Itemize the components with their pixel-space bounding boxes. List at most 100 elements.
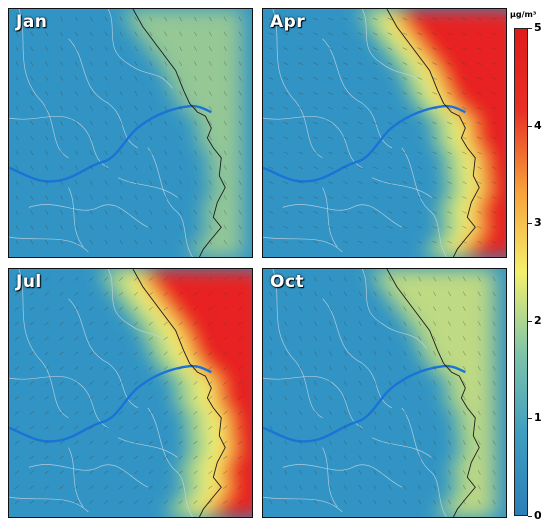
wind-arrow [492,291,496,297]
wind-arrow [223,76,227,81]
wind-arrow [283,181,289,184]
wind-arrow [418,276,422,282]
wind-arrow [194,150,197,156]
wind-arrow [119,61,123,66]
wind-arrow [418,365,422,371]
wind-arrow [74,366,79,370]
wind-arrow [119,16,123,22]
wind-arrow [59,470,64,475]
wind-arrow [402,92,408,95]
wind-arrow [149,135,153,141]
wind-arrow [193,455,198,460]
wind-arrow [268,136,274,140]
wind-arrow [476,136,482,140]
wind-arrow [104,440,109,445]
wind-arrow [89,180,93,185]
wind-arrow [462,380,466,386]
wind-arrow [14,425,19,430]
wind-arrow [193,306,198,311]
wind-arrow [432,151,437,155]
concentration-peak [398,9,506,257]
wind-arrow [284,440,288,445]
wind-arrow [193,396,198,400]
wind-arrow [15,210,19,215]
wind-arrow [89,292,94,296]
wind-arrow [15,195,19,200]
wind-arrow [387,62,393,65]
wind-arrow [387,225,393,229]
wind-arrow [14,306,19,311]
wind-arrow [343,440,347,445]
wind-arrow [223,500,228,504]
wind-arrow [133,440,139,445]
wind-arrow [417,225,423,229]
wind-arrow [208,306,213,311]
wind-arrow [418,484,422,490]
wind-arrow [14,485,19,490]
wind-arrow [388,499,392,505]
wind-arrow [238,425,243,430]
wind-arrow [223,180,227,185]
wind-arrow [476,47,482,50]
wind-arrow [223,366,228,370]
wind-arrow [447,32,452,36]
wind-arrow [477,365,481,371]
wind-arrow [119,135,123,141]
wind-arrow [89,321,94,326]
wind-arrow [268,47,274,50]
concentration-field [367,269,499,517]
wind-arrow [163,500,168,504]
wind-arrow [314,484,318,490]
wind-arrow [149,120,153,126]
wind-arrow [119,31,123,37]
wind-arrow [164,165,168,170]
wind-arrow [194,16,197,22]
wind-arrow [269,380,273,386]
wind-arrow [15,165,19,170]
wind-arrow [343,351,347,356]
wind-arrow [223,411,228,415]
province-boundary [263,115,363,169]
wind-arrow [417,181,423,184]
wind-arrow [208,46,212,51]
wind-arrow [179,31,183,37]
wind-arrow [163,455,168,460]
wind-arrow [104,91,108,96]
wind-arrow [148,500,153,504]
wind-arrow [59,411,64,415]
wind-arrow [298,225,304,229]
wind-arrow [373,470,377,475]
wind-arrow [284,336,288,341]
wind-arrow [149,105,153,111]
wind-arrow [343,425,347,430]
wind-arrow [284,499,288,505]
wind-arrow [357,32,363,36]
wind-arrow [357,196,363,199]
concentration-mid [127,9,247,257]
wind-arrow [44,306,49,311]
wind-arrow [448,440,451,445]
wind-arrow [104,336,109,341]
wind-arrow [403,440,407,445]
wind-arrow [238,91,242,96]
wind-arrow [477,455,481,460]
wind-arrow [342,136,348,140]
wind-arrow [342,181,348,184]
province-boundary [18,269,69,419]
wind-arrow [269,440,273,445]
wind-arrow [461,92,467,95]
wind-arrow [133,321,139,326]
coastline [386,9,480,257]
wind-arrow [462,484,466,490]
wind-arrow [268,225,274,229]
wind-arrow [448,321,451,326]
wind-arrow [119,321,124,326]
wind-arrow [45,91,49,96]
wind-arrow [89,239,93,245]
wind-arrow [417,240,423,244]
wind-arrow [402,136,408,140]
wind-arrow [223,195,227,200]
wind-arrow [194,135,197,141]
wind-arrow [193,485,198,490]
wind-arrow [44,336,49,341]
